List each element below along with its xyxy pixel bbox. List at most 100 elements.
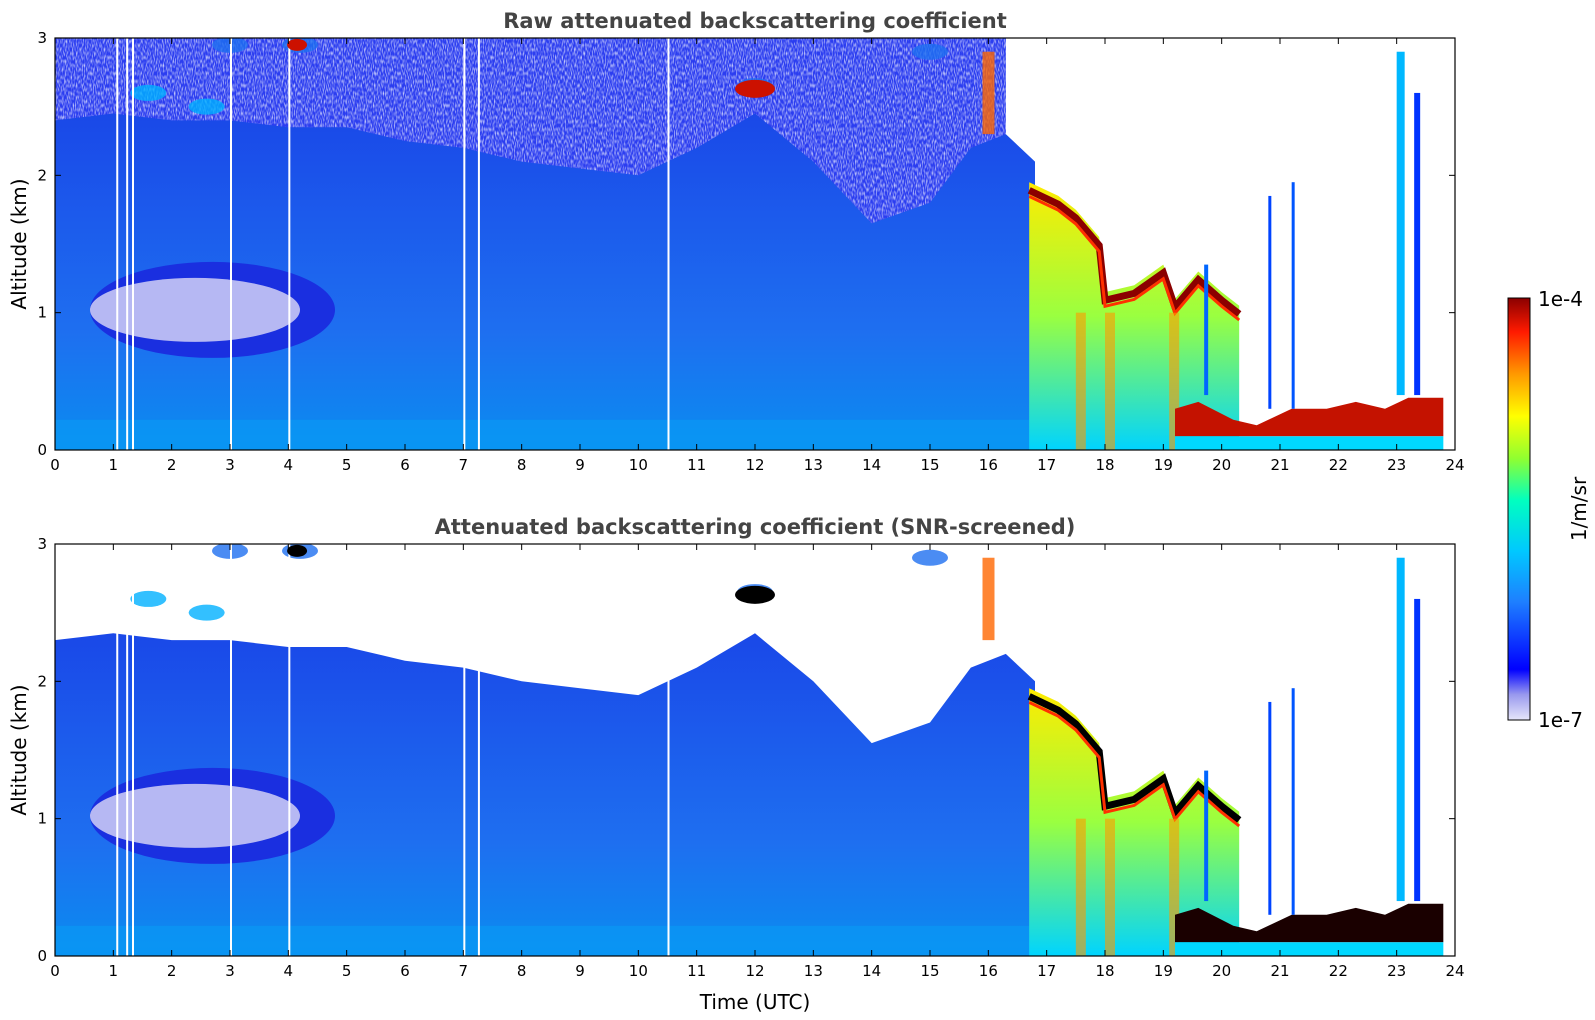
panel2-heatmap [55,544,1455,956]
rain-streak [1075,312,1086,450]
aerosol-patch [735,79,775,98]
y-tick-label: 1 [37,810,47,828]
x-tick-label: 2 [167,456,177,474]
x-tick-label: 15 [920,962,939,980]
colorbar-unit-label: 1/m/sr [1567,476,1591,541]
x-tick-label: 12 [745,456,764,474]
data-gap [667,38,670,450]
aerosol-patch [188,98,225,115]
rain-streak [1105,818,1115,956]
data-gap [288,38,291,450]
x-axis-label: Time (UTC) [699,990,811,1014]
sub-cloud-layer [1175,942,1444,956]
x-tick-label: 13 [804,962,823,980]
x-tick-label: 16 [979,456,998,474]
x-tick-label: 7 [459,962,469,980]
aerosol-patch [287,544,308,557]
x-tick-label: 6 [400,456,410,474]
data-gap [463,544,466,956]
filament [1204,264,1209,396]
x-tick-label: 2 [167,962,177,980]
x-tick-label: 17 [1037,962,1056,980]
rain-streak [1169,312,1180,450]
x-tick-label: 20 [1212,962,1231,980]
y-tick-label: 3 [37,29,47,47]
surface-layer [55,925,1035,956]
x-tick-label: 0 [50,456,60,474]
data-gap [132,544,134,956]
x-tick-label: 21 [1270,962,1289,980]
x-tick-label: 1 [109,962,119,980]
x-tick-label: 22 [1329,456,1348,474]
rain-streak [1169,818,1180,956]
x-tick-label: 3 [225,962,235,980]
x-tick-label: 1 [109,456,119,474]
aerosol-patch [130,84,167,101]
colorbar: 1e-4 1e-7 1/m/sr [1507,287,1591,732]
x-tick-label: 23 [1387,456,1406,474]
aerosol-patch [912,549,948,566]
x-tick-label: 23 [1387,962,1406,980]
x-tick-label: 9 [575,456,585,474]
x-tick-label: 18 [1095,962,1114,980]
low-cloud-deck [1175,397,1444,437]
filament [1396,51,1405,396]
aerosol-patch [735,585,775,604]
x-tick-label: 6 [400,962,410,980]
x-tick-label: 13 [804,456,823,474]
x-tick-label: 3 [225,456,235,474]
filament [1291,182,1295,409]
x-tick-label: 4 [284,962,294,980]
x-tick-label: 8 [517,456,527,474]
rain-streak [1105,312,1115,450]
data-gap [288,544,291,956]
data-gap [132,38,134,450]
snr-screened-panel: Attenuated backscattering coefficient (S… [7,515,1465,1014]
panel1-x-ticks: 0 1 2 3 4 5 6 7 8 9 10 11 12 13 14 15 16 17 18 19 20 21 22 23 24 [50,38,1465,474]
x-tick-label: 9 [575,962,585,980]
y-tick-label: 1 [37,304,47,322]
y-tick-label: 0 [37,947,47,965]
x-tick-label: 24 [1445,456,1464,474]
data-gap [116,544,119,956]
data-gap [667,544,670,956]
x-tick-label: 15 [920,456,939,474]
colorbar-min-label: 1e-7 [1538,708,1583,732]
data-gap [230,544,232,956]
panel2-x-ticks: 0 1 2 3 4 5 6 7 8 9 10 11 12 13 14 15 16 17 18 19 20 21 22 23 24 [50,544,1465,980]
sub-cloud-layer [1175,436,1444,450]
aerosol-patch [982,557,995,641]
aerosol-patch [982,51,995,135]
x-tick-label: 5 [342,456,352,474]
x-tick-label: 7 [459,456,469,474]
filament [1396,557,1405,902]
x-tick-label: 10 [629,456,648,474]
surface-layer [55,419,1035,450]
x-tick-label: 5 [342,962,352,980]
x-tick-label: 14 [862,456,881,474]
colorbar-gradient [1507,297,1531,721]
filament [1268,195,1272,409]
panel1-y-ticks: 0 1 2 3 [37,29,1455,459]
aerosol-patch [287,38,308,51]
x-tick-label: 0 [50,962,60,980]
x-tick-label: 11 [687,456,706,474]
data-gap [126,544,129,956]
residual-layer [90,783,300,848]
x-tick-label: 12 [745,962,764,980]
y-tick-label: 2 [37,672,47,690]
filament [1414,598,1421,902]
filament [1291,688,1295,915]
boundary-layer [55,633,1035,956]
raw-backscatter-panel: Raw attenuated backscattering coefficien… [7,9,1465,474]
x-tick-label: 19 [1154,962,1173,980]
x-tick-label: 20 [1212,456,1231,474]
x-tick-label: 16 [979,962,998,980]
panel2-y-ticks: 0 1 2 3 [37,535,1455,965]
x-tick-label: 24 [1445,962,1464,980]
x-tick-label: 17 [1037,456,1056,474]
panel1-y-axis-label: Altitude (km) [7,178,31,309]
panel1-heatmap [55,38,1455,450]
y-tick-label: 0 [37,441,47,459]
x-tick-label: 4 [284,456,294,474]
